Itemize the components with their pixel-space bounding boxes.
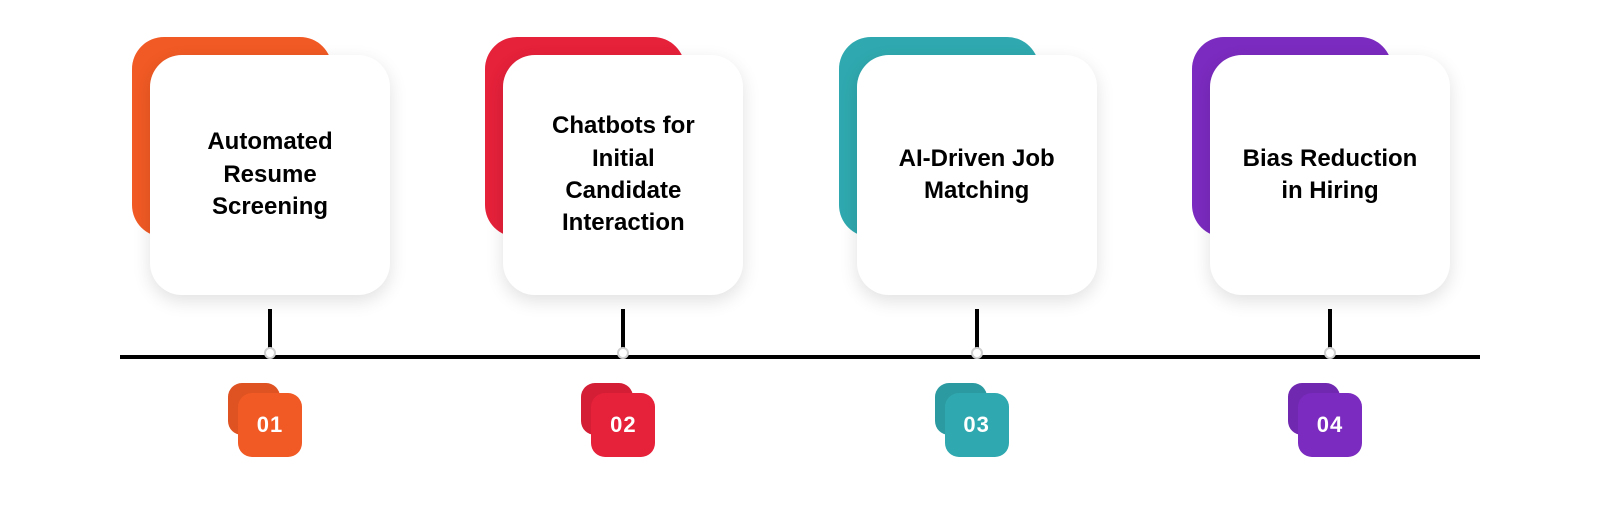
step-badge: 01 [238,393,302,457]
card-body: Bias Reduction in Hiring [1210,55,1450,295]
card-label: AI-Driven Job Matching [885,143,1069,208]
timeline-diagram: Automated Resume Screening 01 Chatbots f… [120,0,1480,515]
card-label: Chatbots for Initial Candidate Interacti… [531,110,715,240]
step-badge: 04 [1298,393,1362,457]
card-body: AI-Driven Job Matching [857,55,1097,295]
badge-body: 02 [591,393,655,457]
step-card: Bias Reduction in Hiring [1210,55,1450,295]
card-body: Chatbots for Initial Candidate Interacti… [503,55,743,295]
badge-number: 04 [1317,412,1343,438]
timeline-steps: Automated Resume Screening 01 Chatbots f… [120,0,1480,457]
timeline-step: AI-Driven Job Matching 03 [827,0,1127,457]
badge-number: 02 [610,412,636,438]
card-label: Bias Reduction in Hiring [1238,143,1422,208]
step-card: Chatbots for Initial Candidate Interacti… [503,55,743,295]
axis-node [264,347,276,359]
timeline-step: Automated Resume Screening 01 [120,0,420,457]
step-badge: 03 [945,393,1009,457]
step-card: AI-Driven Job Matching [857,55,1097,295]
card-body: Automated Resume Screening [150,55,390,295]
badge-body: 04 [1298,393,1362,457]
axis-node [1324,347,1336,359]
timeline-step: Chatbots for Initial Candidate Interacti… [473,0,773,457]
badge-number: 01 [257,412,283,438]
axis-node [617,347,629,359]
badge-body: 03 [945,393,1009,457]
step-card: Automated Resume Screening [150,55,390,295]
card-label: Automated Resume Screening [178,126,362,223]
badge-body: 01 [238,393,302,457]
axis-node [971,347,983,359]
badge-number: 03 [963,412,989,438]
step-badge: 02 [591,393,655,457]
timeline-step: Bias Reduction in Hiring 04 [1180,0,1480,457]
